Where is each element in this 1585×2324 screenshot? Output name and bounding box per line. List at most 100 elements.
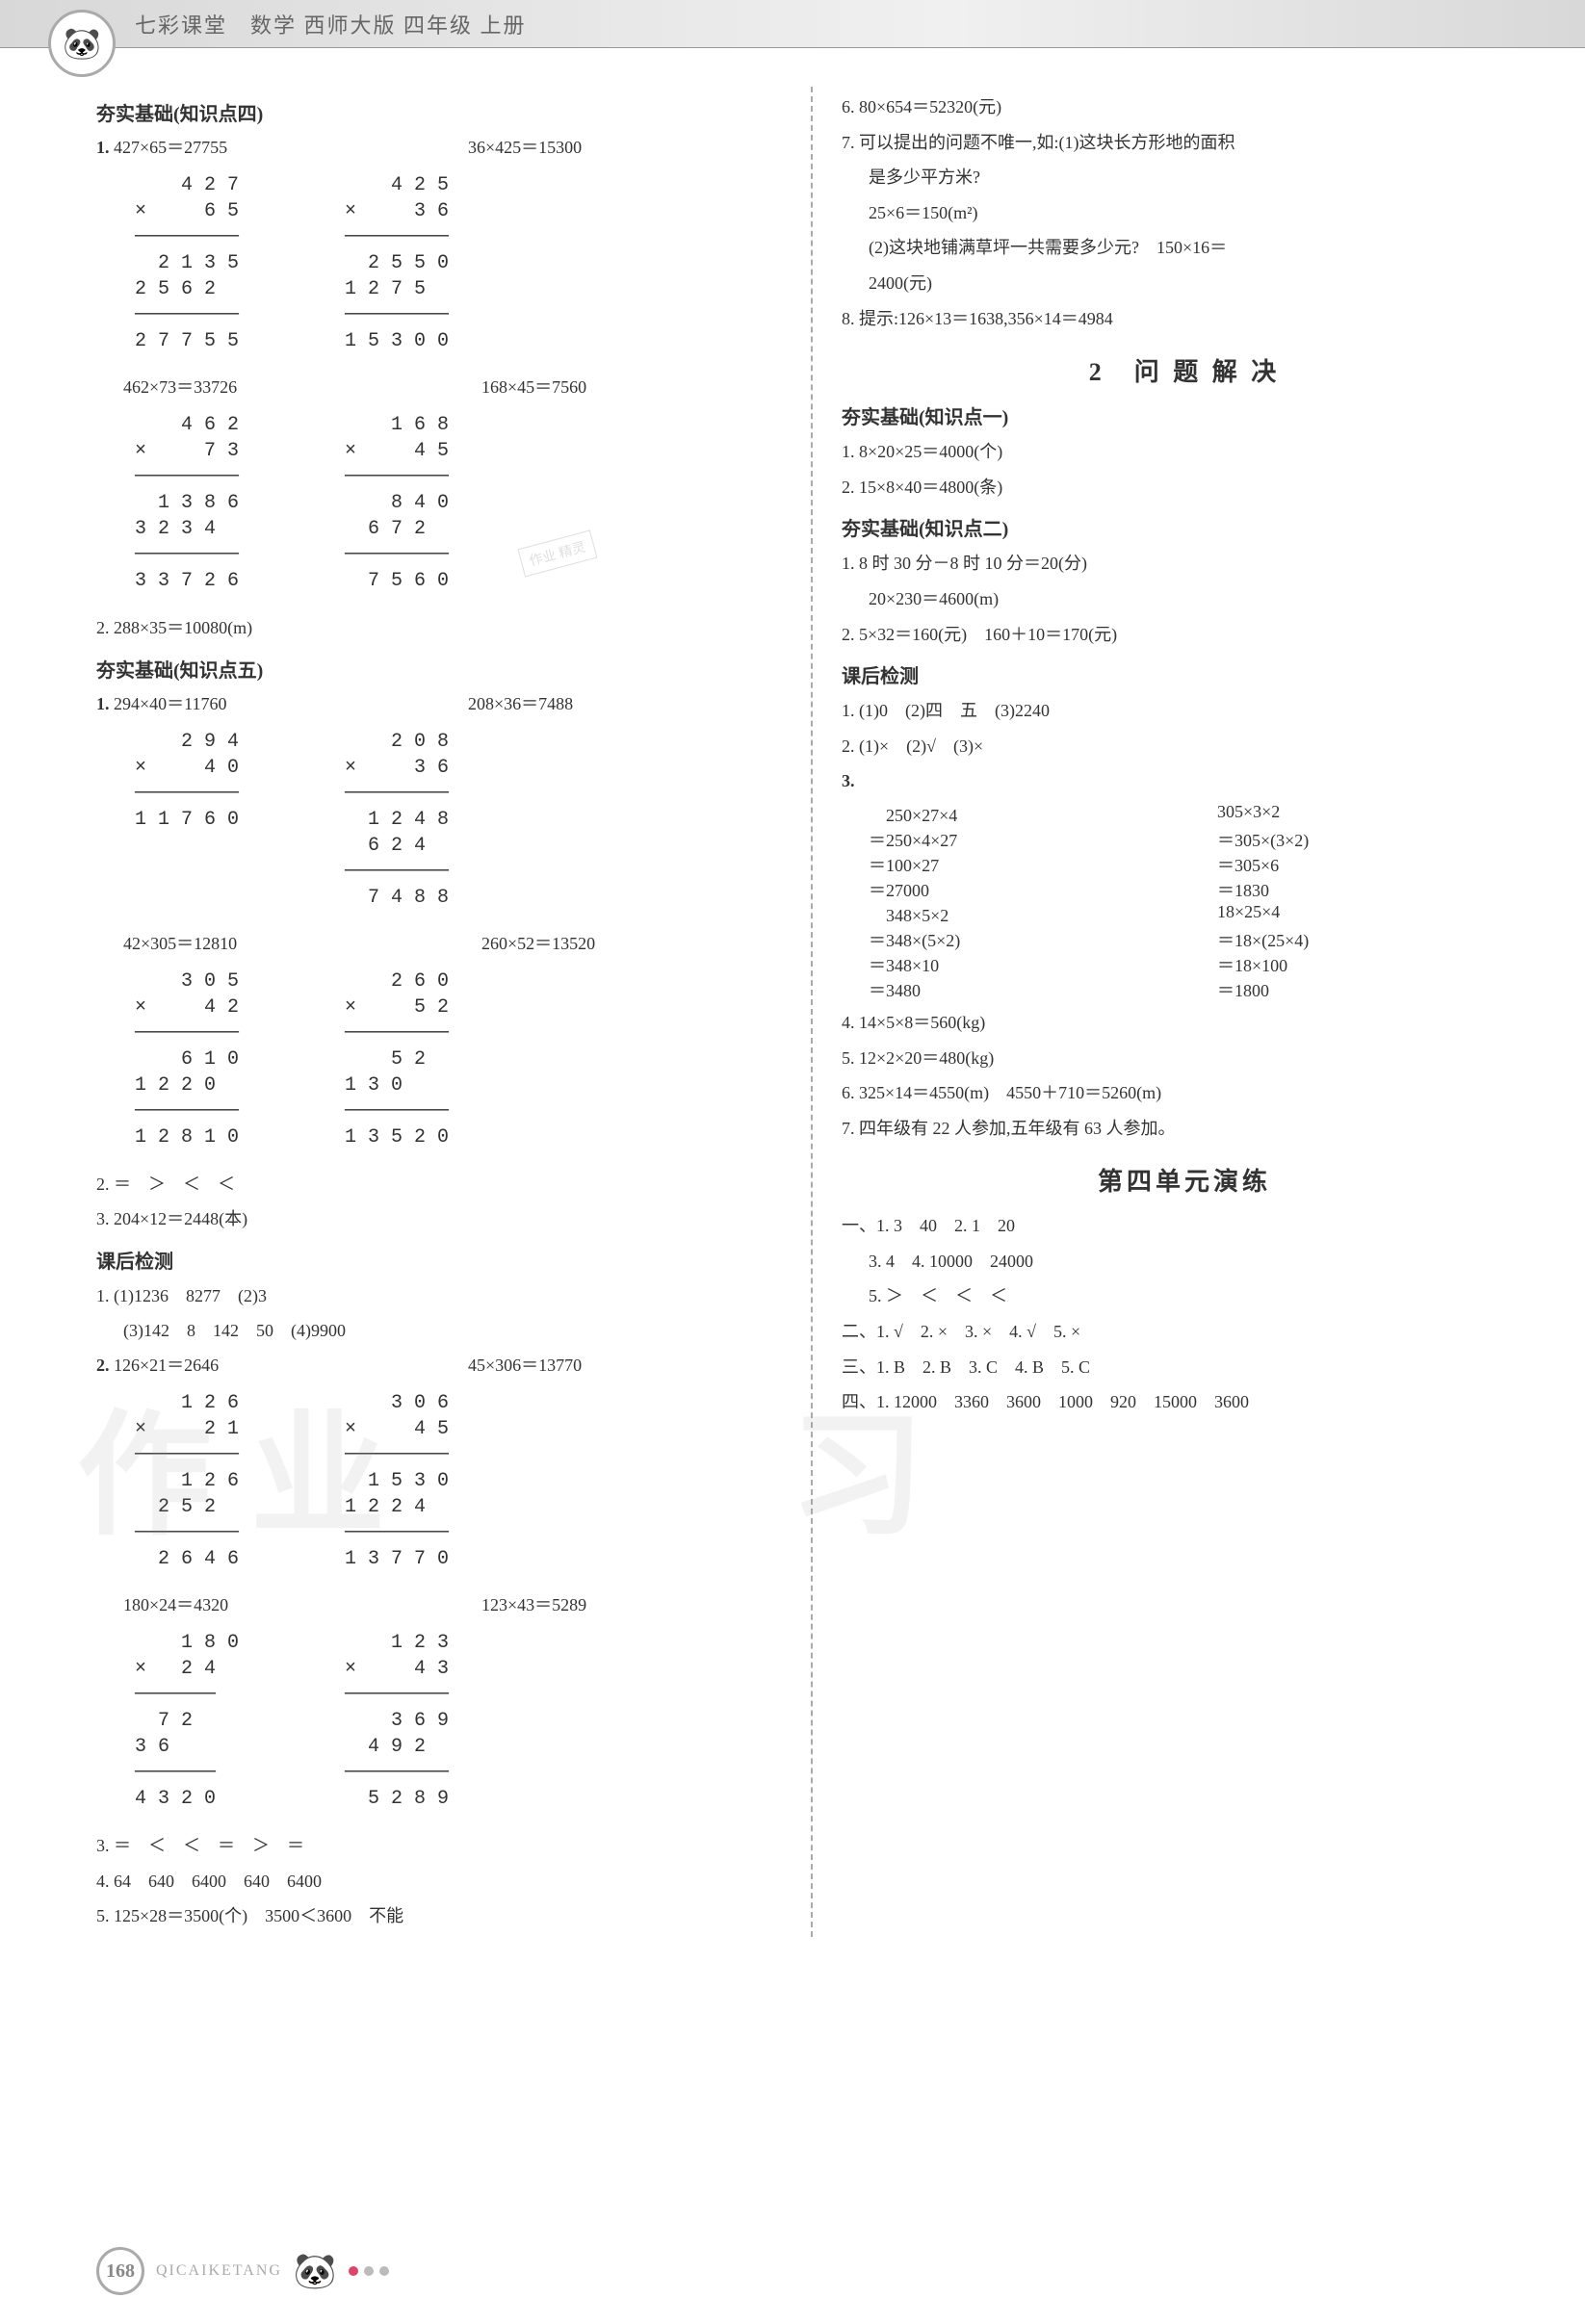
p-sec2-l1b: 20×230＝4600(m) xyxy=(842,584,1527,614)
dot-icon xyxy=(364,2266,374,2276)
p-t-l2: 2. (1)× (2)√ (3)× xyxy=(842,732,1527,762)
p-sec1-title: 夯实基础(知识点一) xyxy=(842,401,1527,429)
r-l7a: 7. 可以提出的问题不唯一,如:(1)这块长方形地的面积 xyxy=(842,128,1527,158)
test-title: 课后检测 xyxy=(96,1246,782,1274)
vertical-calc: 1 6 8 × 4 5 ───────── 8 4 0 6 7 2 ──────… xyxy=(345,412,449,594)
vertical-calc: 3 0 6 × 4 5 ───────── 1 5 3 0 1 2 2 4 ──… xyxy=(345,1390,449,1572)
vertical-calc: 3 0 5 × 4 2 ───────── 6 1 0 1 2 2 0 ────… xyxy=(135,968,239,1150)
p-sec1-l1: 1. 8×20×25＝4000(个) xyxy=(842,437,1527,467)
vcalc-row: 1 2 6 × 2 1 ───────── 1 2 6 2 5 2 ──────… xyxy=(96,1382,782,1586)
calc-cell: ＝348×10 xyxy=(869,952,1179,977)
eq-text: 208×36＝7488 xyxy=(468,690,782,715)
u4-l1: 一、1. 3 40 2. 1 20 xyxy=(842,1211,1527,1241)
vcalc-row: 4 2 7 × 6 5 ───────── 2 1 3 5 2 5 6 2 ──… xyxy=(96,165,782,368)
sec5-title: 夯实基础(知识点五) xyxy=(96,655,782,683)
header-title: 七彩课堂 数学 西师大版 四年级 上册 xyxy=(135,9,527,39)
footer-brand: QICAIKETANG xyxy=(156,2262,282,2280)
p-t-l4: 4. 14×5×8＝560(kg) xyxy=(842,1008,1527,1038)
p-sec2-l1: 1. 8 时 30 分－8 时 10 分＝20(分) xyxy=(842,549,1527,579)
sec4-q1-row2: 462×73＝33726 168×45＝7560 xyxy=(96,374,782,399)
r-l7b: 是多少平方米? xyxy=(842,163,1527,193)
vertical-calc: 4 6 2 × 7 3 ───────── 1 3 8 6 3 2 3 4 ──… xyxy=(135,412,239,594)
vertical-calc: 1 8 0 × 2 4 ─────── 7 2 3 6 ─────── 4 3 … xyxy=(135,1630,239,1812)
dot-icon xyxy=(349,2266,358,2276)
r-l7c: 25×6＝150(m²) xyxy=(842,198,1527,228)
calc-cell: ＝305×(3×2) xyxy=(1217,827,1527,852)
sec4-q2: 2. 288×35＝10080(m) xyxy=(96,613,782,643)
eq-text: 42×305＝12810 xyxy=(96,930,424,955)
footer: 168 QICAIKETANG 🐼 xyxy=(96,2247,389,2295)
calc-cell: ＝18×100 xyxy=(1217,952,1527,977)
calc-cell: ＝18×(25×4) xyxy=(1217,927,1527,952)
vertical-calc: 2 9 4 × 4 0 ───────── 1 1 7 6 0 xyxy=(135,729,239,911)
problem-heading: 2 问 题 解 决 xyxy=(842,352,1527,388)
calc-cell: ＝250×4×27 xyxy=(869,827,1179,852)
eq-text: 462×73＝33726 xyxy=(96,374,424,399)
p-sec2-title: 夯实基础(知识点二) xyxy=(842,513,1527,541)
eq-text: 2. 126×21＝2646 xyxy=(96,1352,410,1377)
vcalc-row: 1 8 0 × 2 4 ─────── 7 2 3 6 ─────── 4 3 … xyxy=(96,1622,782,1825)
sec4-title: 夯实基础(知识点四) xyxy=(96,98,782,126)
r-l7d: (2)这块地铺满草坪一共需要多少元? 150×16＝ xyxy=(842,233,1527,263)
u4-l2: 二、1. √ 2. × 3. × 4. √ 5. × xyxy=(842,1317,1527,1347)
footer-mascot-icon: 🐼 xyxy=(294,2251,337,2291)
vertical-calc: 2 0 8 × 3 6 ───────── 1 2 4 8 6 2 4 ────… xyxy=(345,729,449,911)
eq-text: 1. 427×65＝27755 xyxy=(96,134,410,159)
page-root: 🐼 七彩课堂 数学 西师大版 四年级 上册 作业 习 作业 精灵 夯实基础(知识… xyxy=(0,0,1585,2324)
sec5-q1-row1: 1. 294×40＝11760 208×36＝7488 xyxy=(96,690,782,715)
eq-text: 168×45＝7560 xyxy=(481,374,782,399)
calc-cell: ＝1830 xyxy=(1217,877,1527,902)
dot-icon xyxy=(379,2266,389,2276)
vcalc-row: 3 0 5 × 4 2 ───────── 6 1 0 1 2 2 0 ────… xyxy=(96,961,782,1164)
p-test-title: 课后检测 xyxy=(842,660,1527,688)
test-q2-row1: 2. 126×21＝2646 45×306＝13770 xyxy=(96,1352,782,1377)
r-l8: 8. 提示:126×13＝1638,356×14＝4984 xyxy=(842,304,1527,334)
p-t-l5: 5. 12×2×20＝480(kg) xyxy=(842,1044,1527,1073)
calc-cell: ＝305×6 xyxy=(1217,852,1527,877)
eq-text: 36×425＝15300 xyxy=(468,134,782,159)
test-l4: 4. 64 640 6400 640 6400 xyxy=(96,1867,782,1897)
calc-cell: 305×3×2 xyxy=(1217,802,1527,827)
eq-text: 123×43＝5289 xyxy=(481,1591,782,1616)
eq-text: 45×306＝13770 xyxy=(468,1352,782,1377)
column-divider xyxy=(811,87,813,1937)
test-l3: 3. ＝ ＜ ＜ ＝ ＞ ＝ xyxy=(96,1831,782,1861)
header-mascot: 🐼 xyxy=(48,10,116,77)
eq-text: 180×24＝4320 xyxy=(96,1591,424,1616)
test-l1: 1. (1)1236 8277 (2)3 xyxy=(96,1281,782,1311)
p-t-l3-label: 3. xyxy=(842,766,1527,796)
r-l7e: 2400(元) xyxy=(842,269,1527,298)
calc-cell: ＝27000 xyxy=(869,877,1179,902)
eq-text: 260×52＝13520 xyxy=(481,930,782,955)
right-column: 6. 80×654＝52320(元) 7. 可以提出的问题不唯一,如:(1)这块… xyxy=(842,87,1527,1937)
test-l5: 5. 125×28＝3500(个) 3500＜3600 不能 xyxy=(96,1901,782,1931)
calc-cell: ＝348×(5×2) xyxy=(869,927,1179,952)
calc-cell: ＝3480 xyxy=(869,977,1179,1002)
footer-dots xyxy=(349,2266,389,2276)
unit4-heading: 第四单元演练 xyxy=(842,1162,1527,1198)
p-t-l1: 1. (1)0 (2)四 五 (3)2240 xyxy=(842,696,1527,726)
calc-cell: 18×25×4 xyxy=(1217,902,1527,927)
u4-l1b: 3. 4 4. 10000 24000 xyxy=(842,1247,1527,1277)
u4-l3: 三、1. B 2. B 3. C 4. B 5. C xyxy=(842,1353,1527,1382)
eq-text: 1. 294×40＝11760 xyxy=(96,690,410,715)
calc-cell: ＝100×27 xyxy=(869,852,1179,877)
vertical-calc: 4 2 7 × 6 5 ───────── 2 1 3 5 2 5 6 2 ──… xyxy=(135,172,239,354)
calc-cell: 250×27×4 xyxy=(869,802,1179,827)
test-l1b: (3)142 8 142 50 (4)9900 xyxy=(96,1316,782,1346)
header-band: 七彩课堂 数学 西师大版 四年级 上册 xyxy=(0,0,1585,48)
content-columns: 夯实基础(知识点四) 1. 427×65＝27755 36×425＝15300 … xyxy=(0,48,1585,1956)
vcalc-row: 4 6 2 × 7 3 ───────── 1 3 8 6 3 2 3 4 ──… xyxy=(96,404,782,607)
test-q2-row2: 180×24＝4320 123×43＝5289 xyxy=(96,1591,782,1616)
r-l6: 6. 80×654＝52320(元) xyxy=(842,92,1527,122)
p-sec2-l2: 2. 5×32＝160(元) 160＋10＝170(元) xyxy=(842,620,1527,650)
vertical-calc: 1 2 3 × 4 3 ───────── 3 6 9 4 9 2 ──────… xyxy=(345,1630,449,1812)
vcalc-row: 2 9 4 × 4 0 ───────── 1 1 7 6 0 2 0 8 × … xyxy=(96,721,782,924)
p-t-l6: 6. 325×14＝4550(m) 4550＋710＝5260(m) xyxy=(842,1078,1527,1108)
calc-cell: 348×5×2 xyxy=(869,902,1179,927)
p-t-l7: 7. 四年级有 22 人参加,五年级有 63 人参加。 xyxy=(842,1114,1527,1144)
u4-l1c: 5. ＞ ＜ ＜ ＜ xyxy=(842,1281,1527,1311)
vertical-calc: 1 2 6 × 2 1 ───────── 1 2 6 2 5 2 ──────… xyxy=(135,1390,239,1572)
left-column: 夯实基础(知识点四) 1. 427×65＝27755 36×425＝15300 … xyxy=(96,87,782,1937)
u4-l4: 四、1. 12000 3360 3600 1000 920 15000 3600 xyxy=(842,1387,1527,1417)
